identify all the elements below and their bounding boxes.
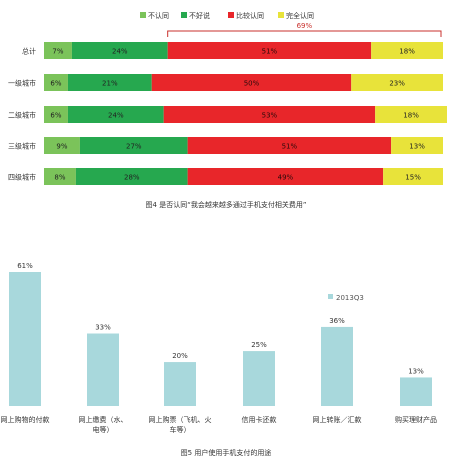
category-label-4: 三级城市 [8, 142, 36, 151]
bar-segment-r1-s4 [371, 42, 443, 59]
category-label-1: 总计 [22, 47, 36, 56]
data-label-r5-s4: 15% [405, 174, 421, 182]
legend-swatch-3 [228, 12, 234, 18]
bar-segment-r1-s1 [44, 42, 72, 59]
category-label-4-line-1: 信用卡还款 [242, 415, 277, 424]
data-label-r3-s3: 53% [262, 112, 278, 120]
bar-segment-r1-s2 [71, 42, 168, 59]
bar-3 [164, 362, 196, 406]
legend-label-1: 不认同 [148, 11, 169, 20]
category-label-5-line-1: 网上转账／汇款 [313, 415, 362, 424]
category-label-2-line-1: 网上缴费（水、 [79, 415, 128, 424]
category-label-3-line-1: 网上购票（飞机、火 [149, 415, 212, 424]
data-label-r2-s2: 21% [102, 80, 118, 88]
chart-title: 图4 是否认同“我会越来越多通过手机支付相关费用” [146, 200, 307, 209]
bar-1 [9, 272, 41, 406]
bar-5 [321, 326, 353, 406]
value-label-2: 33% [95, 324, 111, 332]
data-label-r4-s4: 13% [409, 143, 425, 151]
bar-segment-r3-s1 [44, 106, 68, 123]
data-label-r1-s2: 24% [112, 48, 128, 56]
bar-segment-r4-s3 [187, 137, 392, 154]
bar-segment-r2-s2 [67, 74, 152, 91]
legend-swatch [328, 294, 333, 299]
data-label-r4-s1: 9% [56, 143, 67, 151]
data-label-r5-s3: 49% [278, 174, 294, 182]
bar-segment-r2-s3 [151, 74, 352, 91]
category-label-3: 二级城市 [8, 111, 36, 120]
data-label-r1-s1: 7% [52, 48, 63, 56]
legend-swatch-4 [278, 12, 284, 18]
bar-segment-r5-s4 [383, 168, 443, 185]
annotation-bracket [167, 30, 442, 37]
category-label-3-line-2: 车等） [170, 425, 191, 434]
bar-segment-r2-s1 [44, 74, 68, 91]
data-label-r4-s2: 27% [126, 143, 142, 151]
bar-segment-r3-s2 [67, 106, 164, 123]
value-label-5: 36% [329, 317, 345, 325]
legend-label-2: 不好说 [189, 11, 210, 20]
category-label-1-line-1: 网上购物的付款 [1, 415, 50, 424]
category-label-2: 一级城市 [8, 79, 36, 88]
bar-segment-r5-s3 [187, 168, 384, 185]
usage-bar-chart: 2013Q3 61% 网上购物的付款 33% 网上缴费（水、电等） 20% 网上购票（飞机、… [1, 262, 438, 457]
bar-2 [87, 333, 119, 406]
bar-6 [400, 377, 432, 406]
value-label-3: 20% [172, 352, 188, 360]
data-label-r5-s2: 28% [124, 174, 140, 182]
value-label-6: 13% [408, 367, 424, 375]
category-label-2-line-2: 电等） [93, 425, 114, 434]
bar-segment-r2-s4 [351, 74, 443, 91]
category-label-5: 四级城市 [8, 173, 36, 182]
category-label-6-line-1: 购买理财产品 [395, 415, 437, 424]
legend-swatch-1 [140, 12, 146, 18]
bar-segment-r4-s1 [44, 137, 80, 154]
bar-segment-r5-s2 [75, 168, 188, 185]
legend-label: 2013Q3 [336, 294, 364, 302]
data-label-r1-s4: 18% [399, 48, 415, 56]
bar-segment-r4-s4 [391, 137, 443, 154]
data-label-r1-s3: 51% [262, 48, 278, 56]
chart-title: 图5 用户使用手机支付的用途 [181, 448, 272, 457]
bar-segment-r5-s1 [44, 168, 76, 185]
data-label-r4-s3: 51% [282, 143, 298, 151]
value-label-1: 61% [17, 262, 33, 270]
data-label-r3-s2: 24% [108, 112, 124, 120]
annotation-label: 69% [297, 22, 313, 30]
data-label-r3-s4: 18% [403, 112, 419, 120]
legend-swatch-2 [181, 12, 187, 18]
data-label-r5-s1: 8% [54, 174, 65, 182]
data-label-r2-s4: 23% [389, 80, 405, 88]
bar-segment-r3-s3 [163, 106, 376, 123]
legend-label-3: 比较认同 [236, 11, 264, 20]
bar-segment-r1-s3 [167, 42, 372, 59]
legend-label-4: 完全认同 [286, 11, 314, 20]
bar-segment-r4-s2 [79, 137, 188, 154]
bar-4 [243, 351, 275, 406]
data-label-r3-s1: 6% [50, 112, 61, 120]
bar-segment-r3-s4 [375, 106, 447, 123]
data-label-r2-s3: 50% [244, 80, 260, 88]
value-label-4: 25% [251, 341, 267, 349]
data-label-r2-s1: 6% [50, 80, 61, 88]
